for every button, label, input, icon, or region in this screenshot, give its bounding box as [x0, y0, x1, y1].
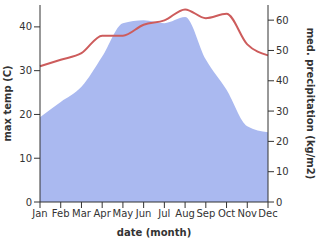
svg-text:40: 40 — [276, 75, 289, 86]
svg-text:Jun: Jun — [135, 208, 152, 219]
svg-text:Aug: Aug — [175, 208, 195, 219]
svg-text:10: 10 — [276, 166, 289, 177]
svg-text:Nov: Nov — [238, 208, 258, 219]
svg-text:max temp (C): max temp (C) — [8, 65, 13, 141]
svg-text:May: May — [113, 208, 134, 219]
svg-text:0: 0 — [26, 197, 32, 208]
svg-text:30: 30 — [19, 65, 32, 76]
svg-text:Feb: Feb — [52, 208, 70, 219]
svg-text:30: 30 — [276, 106, 289, 117]
svg-text:Oct: Oct — [218, 208, 235, 219]
svg-text:Apr: Apr — [94, 208, 112, 219]
svg-text:Sep: Sep — [196, 208, 215, 219]
svg-text:med. precipitation (kg/m2): med. precipitation (kg/m2) — [305, 28, 310, 180]
svg-text:20: 20 — [19, 109, 32, 120]
svg-text:60: 60 — [276, 15, 289, 26]
svg-text:date (month): date (month) — [117, 227, 191, 238]
svg-text:Jan: Jan — [31, 208, 47, 219]
svg-text:20: 20 — [276, 136, 289, 147]
svg-text:Jul: Jul — [157, 208, 170, 219]
svg-text:40: 40 — [19, 21, 32, 32]
svg-text:Mar: Mar — [72, 208, 92, 219]
svg-text:50: 50 — [276, 45, 289, 56]
svg-text:Dec: Dec — [258, 208, 277, 219]
svg-text:0: 0 — [276, 197, 282, 208]
svg-text:10: 10 — [19, 153, 32, 164]
